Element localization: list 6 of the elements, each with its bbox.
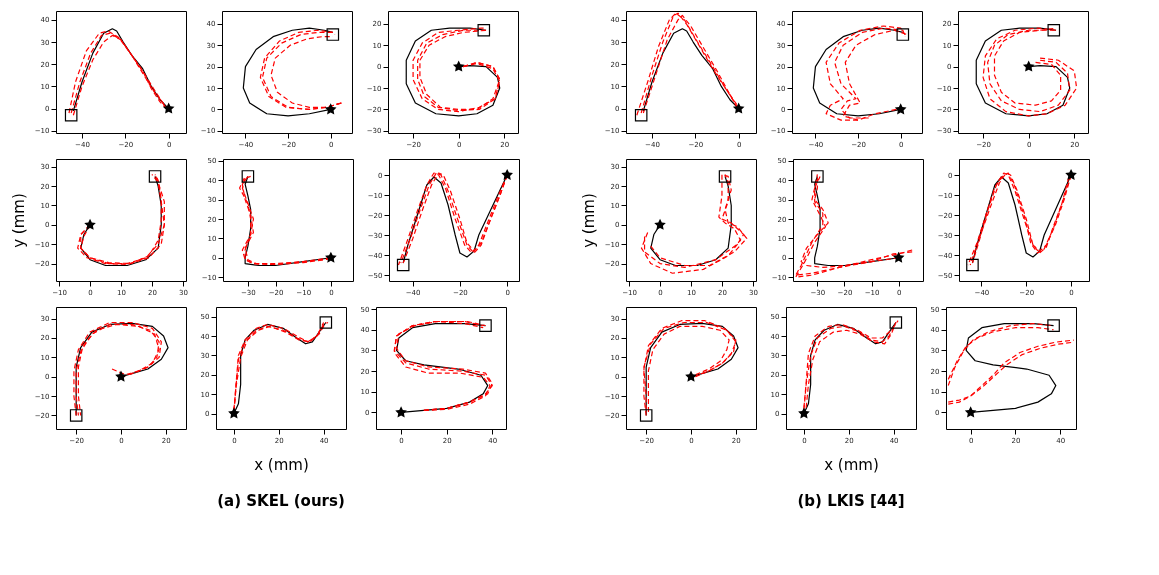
y-axis-title: y (mm) — [9, 193, 28, 248]
text: (b) LKIS [44] — [797, 492, 905, 510]
y-axis-title: y (mm) — [579, 193, 598, 248]
x-axis-title: x (mm) — [824, 455, 879, 474]
text: (a) SKEL (ours) — [217, 492, 345, 510]
x-axis-title: x (mm) — [254, 455, 309, 474]
